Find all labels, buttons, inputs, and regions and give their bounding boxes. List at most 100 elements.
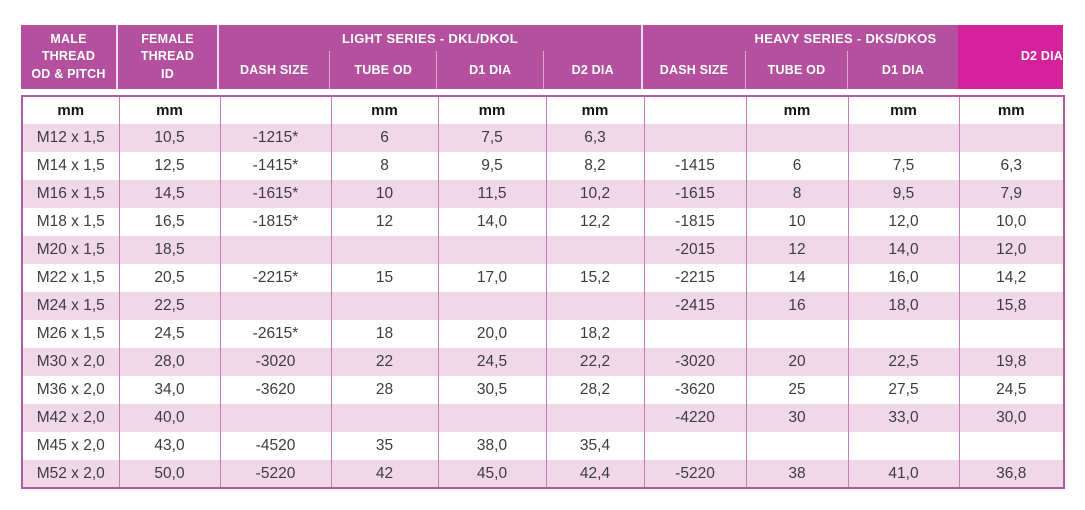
table-cell: 20 [745, 348, 848, 376]
light-series-subheaders: DASH SIZE TUBE OD D1 DIA D2 DIA [219, 51, 641, 89]
table-cell: 18,2 [545, 320, 644, 348]
table-cell: 10,0 [958, 208, 1064, 236]
table-cell: 14,2 [958, 264, 1064, 292]
table-cell [219, 236, 331, 264]
header-female-thread: FEMALE THREAD ID [118, 25, 219, 89]
table-cell: 11,5 [437, 180, 546, 208]
header-female-thread-line2: THREAD [140, 49, 195, 64]
table-cell: 12 [745, 236, 848, 264]
table-row: M20 x 1,5 18,5 -2015 12 14,0 12,0 [22, 236, 1064, 264]
header-heavy-series-group: HEAVY SERIES - DKS/DKOS DASH SIZE TUBE O… [643, 25, 958, 89]
table-cell: M52 x 2,0 [36, 464, 105, 482]
table-cell [219, 292, 331, 320]
table-cell: 42 [330, 460, 438, 488]
table-cell: 24,5 [958, 376, 1064, 404]
header-light-dash-size: DASH SIZE [239, 63, 309, 77]
table-cell: 24,5 [118, 320, 220, 348]
table-cell [330, 292, 438, 320]
table-cell: M12 x 1,5 [36, 129, 105, 146]
table-cell: 36,8 [958, 460, 1064, 488]
table-cell: 22,5 [847, 348, 959, 376]
header-heavy-d2-dia-highlight: D2 DIA [958, 25, 1063, 89]
table-cell: -2415 [643, 292, 746, 320]
table-cell: 42,4 [545, 460, 644, 488]
table-cell [958, 320, 1064, 348]
table-cell [847, 432, 959, 460]
table-cell [643, 124, 746, 152]
table-row: M14 x 1,5 12,5 -1415* 8 9,5 8,2 -1415 6 7,5 6,3 [22, 152, 1064, 180]
table-cell: 12,0 [847, 208, 959, 236]
table-cell: mm [57, 102, 85, 119]
header-female-thread-line3: ID [161, 66, 174, 81]
table-cell: 38 [745, 460, 848, 488]
table-cell: M20 x 1,5 [36, 241, 105, 258]
table-cell: 8 [745, 180, 848, 208]
table-row: M36 x 2,0 34,0 -3620 28 30,5 28,2 -3620 25 27,5 2… [22, 376, 1064, 404]
table-cell [437, 236, 546, 264]
header-heavy-tube-od: TUBE OD [745, 51, 847, 89]
table-cell: -3620 [643, 376, 746, 404]
unit-row: mm mm mm mm mm mm mm mm [22, 96, 1064, 124]
table-cell: M36 x 2,0 [36, 381, 105, 398]
table-cell [219, 404, 331, 432]
table-cell: 10,2 [545, 180, 644, 208]
table-cell: -2215 [643, 264, 746, 292]
table-row: M18 x 1,5 16,5 -1815* 12 14,0 12,2 -1815 10 12,0… [22, 208, 1064, 236]
table-cell: M14 x 1,5 [36, 157, 105, 174]
table-cell: 24,5 [437, 348, 546, 376]
table-cell: 8,2 [545, 152, 644, 180]
table-cell: 33,0 [847, 404, 959, 432]
table-cell: -3020 [219, 348, 331, 376]
table-row: M26 x 1,5 24,5 -2615* 18 20,0 18,2 [22, 320, 1064, 348]
table-cell: M42 x 2,0 [36, 409, 105, 426]
table-cell: -5220 [643, 460, 746, 488]
table-cell: 38,0 [437, 432, 546, 460]
table-cell: 9,5 [437, 152, 546, 180]
table-cell [643, 432, 746, 460]
table-cell: 35,4 [545, 432, 644, 460]
table-cell: 12,2 [545, 208, 644, 236]
table-row: M24 x 1,5 22,5 -2415 16 18,0 15,8 [22, 292, 1064, 320]
table-cell [847, 124, 959, 152]
table-cell: 34,0 [118, 376, 220, 404]
table-cell: 14,0 [847, 236, 959, 264]
table-cell: M45 x 2,0 [36, 437, 105, 454]
table-cell: M18 x 1,5 [36, 213, 105, 230]
table-body: mm mm mm mm mm mm mm mm M12 x 1,5 10,5 -1215* 6 7,5 6… [22, 96, 1064, 488]
table-cell: 6 [330, 124, 438, 152]
table-row: M16 x 1,5 14,5 -1615* 10 11,5 10,2 -1615 8 9,5 7,… [22, 180, 1064, 208]
table-cell [745, 320, 848, 348]
dimensions-table-body: mm mm mm mm mm mm mm mm M12 x 1,5 10,5 -1215* 6 7,5 6… [21, 95, 1065, 489]
table-cell: 20,5 [118, 264, 220, 292]
table-cell: mm [118, 96, 220, 124]
table-cell: 25 [745, 376, 848, 404]
table-cell: 10,5 [118, 124, 220, 152]
table-cell: -2615* [219, 320, 331, 348]
table-cell: 22,5 [118, 292, 220, 320]
table-cell: 19,8 [958, 348, 1064, 376]
table-cell: 18,5 [118, 236, 220, 264]
table-cell: 28 [330, 376, 438, 404]
table-cell: mm [437, 96, 546, 124]
table-cell: -5220 [219, 460, 331, 488]
table-cell: 41,0 [847, 460, 959, 488]
table-cell: 12,5 [118, 152, 220, 180]
table-cell: -3620 [219, 376, 331, 404]
table-cell: 45,0 [437, 460, 546, 488]
table-row: M52 x 2,0 50,0 -5220 42 45,0 42,4 -5220 38 41,0 3… [22, 460, 1064, 488]
table-cell: 15 [330, 264, 438, 292]
table-cell: 10 [330, 180, 438, 208]
table-cell: 12 [330, 208, 438, 236]
table-cell: 20,0 [437, 320, 546, 348]
table-cell [643, 320, 746, 348]
table-cell: 18 [330, 320, 438, 348]
header-heavy-dash-size: DASH SIZE [659, 63, 729, 77]
table-cell [958, 432, 1064, 460]
table-cell: 14,0 [437, 208, 546, 236]
table-cell: -3020 [643, 348, 746, 376]
table-cell: -1415 [643, 152, 746, 180]
table-cell [330, 404, 438, 432]
header-light-tube-od: TUBE OD [329, 51, 436, 89]
table-cell [545, 292, 644, 320]
table-cell: -2015 [643, 236, 746, 264]
